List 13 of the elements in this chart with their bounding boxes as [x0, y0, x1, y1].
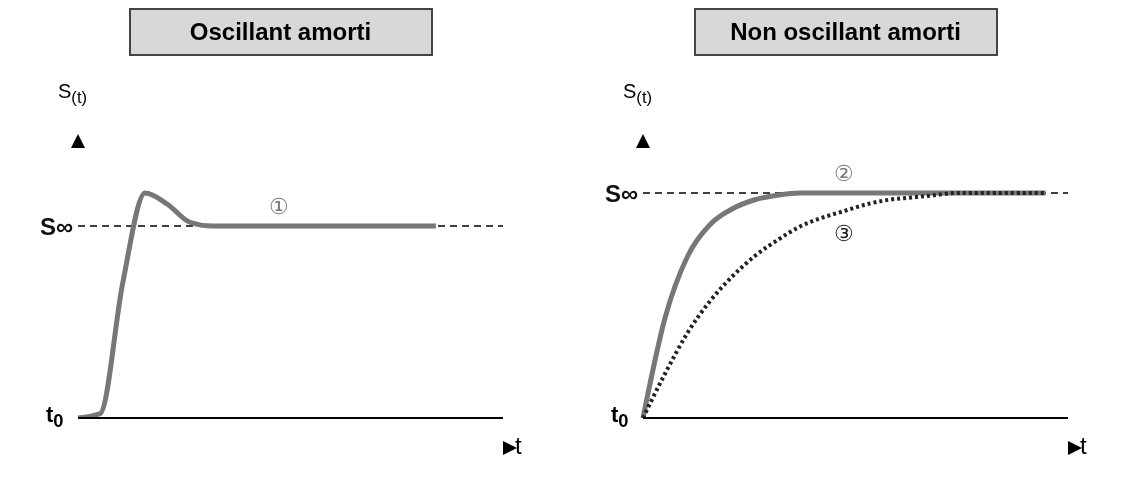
text: t$_{0}$ [611, 402, 629, 433]
chart-title: Non oscillant amorti [693, 8, 998, 56]
y-axis-title: S$_{(t)}$ [58, 80, 88, 108]
x-axis-title: t [1080, 432, 1087, 460]
chart-title: Oscillant amorti [128, 8, 433, 56]
series-label: ① [269, 194, 290, 220]
x-axis-title: t [515, 432, 522, 460]
text: t$_{0}$ [46, 402, 64, 433]
series-label: ③ [834, 221, 855, 246]
series-label: ② [834, 161, 855, 186]
y-axis-title: S$_{(t)}$ [623, 80, 653, 108]
ref-line-label: S∞ [604, 179, 638, 207]
ref-line-label: S∞ [39, 212, 73, 240]
